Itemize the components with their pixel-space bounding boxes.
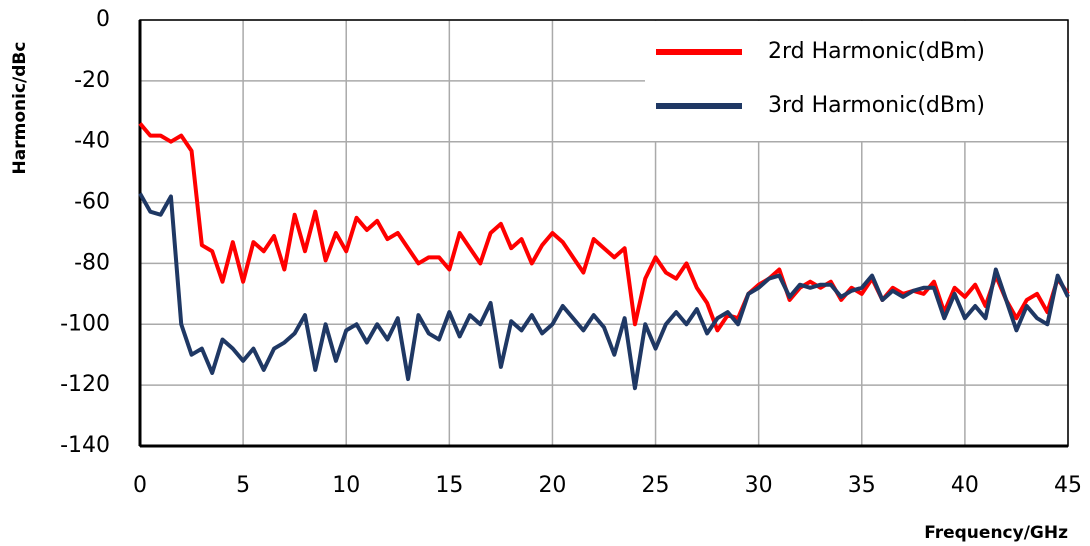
x-tick-label: 40 <box>951 473 979 498</box>
y-tick-label: -120 <box>60 372 110 397</box>
x-tick-label: 35 <box>848 473 876 498</box>
y-tick-label: -80 <box>74 250 110 275</box>
x-tick-label: 25 <box>642 473 670 498</box>
x-tick-label: 20 <box>538 473 566 498</box>
y-tick-label: 0 <box>96 7 110 32</box>
legend-label: 2rd Harmonic(dBm) <box>768 39 985 64</box>
y-axis-label: Harmonic/dBc <box>10 42 30 175</box>
x-tick-label: 30 <box>745 473 773 498</box>
x-axis-label: Frequency/GHz <box>924 523 1068 543</box>
x-tick-label: 5 <box>236 473 250 498</box>
legend-label: 3rd Harmonic(dBm) <box>768 93 985 118</box>
y-tick-label: -20 <box>74 68 110 93</box>
x-tick-label: 0 <box>133 473 147 498</box>
y-tick-label: -140 <box>60 433 110 458</box>
y-tick-label: -60 <box>74 190 110 215</box>
legend-box <box>645 21 1067 141</box>
x-tick-label: 15 <box>435 473 463 498</box>
x-tick-label: 45 <box>1054 473 1082 498</box>
x-tick-label: 10 <box>332 473 360 498</box>
series-line <box>138 122 1070 333</box>
y-tick-label: -100 <box>60 311 110 336</box>
series-line <box>138 192 1070 391</box>
y-tick-label: -40 <box>74 129 110 154</box>
